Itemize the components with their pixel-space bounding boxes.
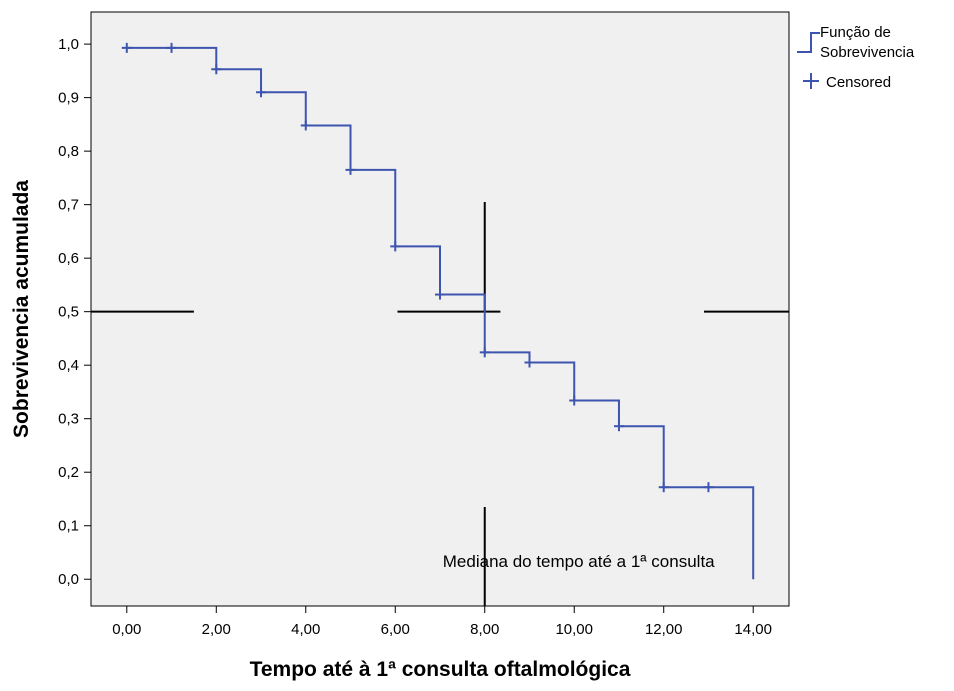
y-tick-label: 0,6 — [58, 250, 79, 267]
legend-censored-icon — [803, 73, 819, 89]
y-tick-label: 1,0 — [58, 36, 79, 53]
legend-censored-label: Censored — [826, 74, 891, 91]
x-axis-title: Tempo até à 1ª consulta oftalmológica — [250, 658, 631, 681]
median-reference-lines — [91, 201, 789, 606]
x-tick-label: 0,00 — [112, 621, 141, 638]
plot-area — [90, 11, 790, 607]
censored-marker — [211, 64, 222, 75]
censored-marker — [435, 289, 445, 300]
censored-marker — [524, 357, 535, 368]
legend-survival-label-line2: Sobrevivencia — [820, 44, 915, 61]
censored-marker — [166, 42, 177, 53]
censored-marker — [390, 241, 401, 252]
y-axis-title: Sobrevivencia acumulada — [10, 180, 33, 438]
censored-marker — [121, 42, 132, 53]
x-tick-label: 12,00 — [645, 621, 683, 638]
y-tick-label: 0,9 — [58, 90, 79, 107]
y-tick-label: 0,3 — [58, 411, 79, 428]
x-tick-label: 14,00 — [734, 621, 772, 638]
y-tick-label: 0,4 — [58, 357, 79, 374]
censored-marker — [703, 482, 714, 493]
censored-marker — [658, 482, 669, 493]
censored-marker — [345, 164, 356, 175]
censored-marker — [256, 87, 267, 98]
y-tick-label: 0,0 — [58, 571, 79, 588]
x-tick-label: 6,00 — [381, 621, 410, 638]
x-tick-label: 10,00 — [555, 621, 593, 638]
y-tick-label: 0,1 — [58, 518, 79, 535]
censored-markers — [121, 42, 714, 493]
legend: Função de Sobrevivencia Censored — [797, 24, 915, 91]
median-annotation: Mediana do tempo até a 1ª consulta — [443, 552, 715, 571]
x-axis: 0,00 2,00 4,00 6,00 8,00 10,00 12,00 14,00 — [112, 606, 772, 638]
y-tick-label: 0,7 — [58, 197, 79, 214]
legend-survival-label-line1: Função de — [820, 24, 891, 41]
censored-marker — [569, 395, 580, 406]
y-tick-label: 0,8 — [58, 143, 79, 160]
x-tick-label: 2,00 — [202, 621, 231, 638]
censored-marker — [300, 120, 311, 131]
censored-marker — [479, 347, 490, 358]
x-tick-label: 4,00 — [291, 621, 320, 638]
censored-marker — [613, 421, 624, 432]
legend-step-icon — [797, 32, 820, 53]
y-tick-label: 0,2 — [58, 464, 79, 481]
y-tick-label: 0,5 — [58, 304, 79, 321]
x-tick-label: 8,00 — [470, 621, 499, 638]
y-axis: 0,0 0,1 0,2 0,3 0,4 0,5 0,6 0,7 0,8 0,9 1,0 — [58, 36, 91, 588]
